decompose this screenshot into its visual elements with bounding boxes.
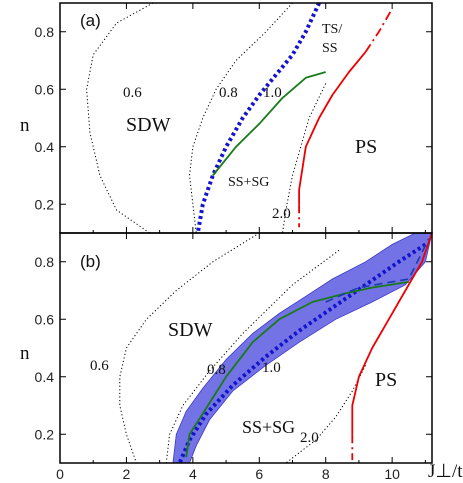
series-contour-2-0: [285, 365, 367, 463]
x-tick-label: 4: [189, 466, 197, 482]
y-tick-label: 0.4: [35, 369, 55, 385]
y-axis-label-b: n: [20, 343, 30, 364]
x-tick-label: 2: [123, 466, 131, 482]
contour-label: 2.0: [300, 430, 319, 446]
x-tick-label: 8: [322, 466, 330, 482]
series-ps-boundary: [298, 51, 367, 205]
series-contour-2-0: [282, 83, 327, 233]
y-tick-label: 0.2: [35, 196, 55, 212]
contour-label: 1.0: [262, 360, 281, 376]
region-label: SDW: [126, 114, 171, 136]
y-tick-label: 0.8: [35, 24, 55, 40]
x-tick-label: 6: [255, 466, 263, 482]
y-tick-label: 0.4: [35, 139, 55, 155]
region-label: PS: [355, 136, 377, 158]
region-label: SS+SG: [242, 417, 295, 437]
uncertainty-band: [172, 233, 432, 463]
region-label: TS/SS: [322, 22, 342, 56]
y-tick-label: 0.6: [35, 81, 55, 97]
y-tick-label: 0.6: [35, 311, 55, 327]
contour-label: 0.8: [219, 85, 238, 101]
series-contour-0-6: [86, 3, 154, 233]
x-axis-label: J⊥/t: [428, 461, 463, 482]
region-label: SDW: [168, 319, 213, 341]
y-tick-label: 0.8: [35, 254, 55, 270]
x-tick-label: 0: [56, 466, 64, 482]
y-axis-label-a: n: [20, 115, 30, 136]
panel-label: (b): [80, 252, 101, 271]
series-contour-1-0: [177, 242, 427, 463]
x-tick-label: 10: [384, 466, 400, 482]
contour-label: 0.8: [207, 362, 226, 378]
series-ss-sg-boundary: [212, 71, 326, 177]
contour-label: 2.0: [272, 206, 291, 222]
panel-b-frame: [59, 232, 433, 464]
series-contour-1-0: [195, 3, 321, 233]
contour-label: 1.0: [263, 85, 282, 101]
series-ps-boundary-extrapolated: [364, 8, 393, 53]
series-ss-sg-boundary: [185, 281, 409, 458]
panel-label: (a): [80, 11, 101, 30]
contour-label: 0.6: [90, 358, 109, 374]
panel-a-frame: [59, 2, 433, 234]
series-ps-boundary: [351, 233, 432, 435]
region-label: PS: [375, 369, 397, 391]
y-tick-label: 0.2: [35, 426, 55, 442]
region-label: SS+SG: [228, 175, 269, 190]
series-ss-sg-boundary-dashed: [325, 238, 430, 303]
contour-label: 0.6: [123, 85, 142, 101]
series-contour-0-8: [165, 249, 340, 463]
